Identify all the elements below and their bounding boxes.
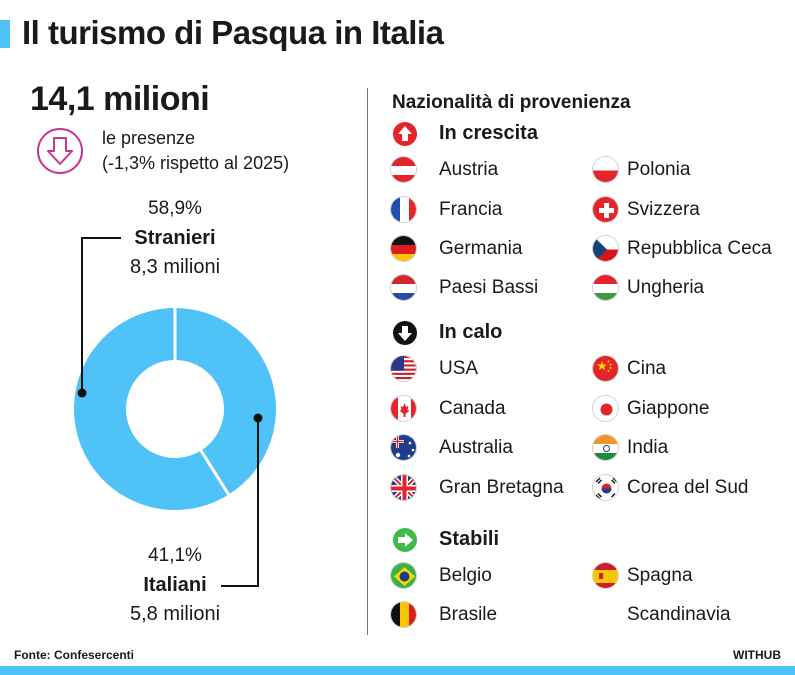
belgium-flag-icon xyxy=(390,562,417,589)
donut-slice-stranieri xyxy=(74,308,229,511)
poland-flag-icon xyxy=(592,156,619,183)
uk-flag-icon xyxy=(390,474,417,501)
country-india: India xyxy=(627,437,669,458)
country-spagna: Spagna xyxy=(627,565,693,586)
country-corea-del-sud: Corea del Sud xyxy=(627,477,749,498)
stranieri-label: Stranieri xyxy=(134,227,216,249)
austria-flag-icon xyxy=(390,156,417,183)
presenze-label: le presenze xyxy=(102,128,196,148)
nationalities-title: Nazionalità di provenienza xyxy=(392,92,631,113)
presenze-note: le presenze (-1,3% rispetto al 2025) xyxy=(102,126,289,176)
stranieri-percent: 58,9% xyxy=(148,198,202,219)
arrow-up-icon xyxy=(393,122,417,146)
country-gran-bretagna: Gran Bretagna xyxy=(439,477,564,498)
arrow-right-icon xyxy=(393,528,417,552)
brazil-flag-icon xyxy=(390,601,417,628)
stranieri-leader-dot xyxy=(77,388,87,398)
country-germania: Germania xyxy=(439,238,523,259)
country-paesi-bassi: Paesi Bassi xyxy=(439,277,539,298)
presenze-change: (-1,3% rispetto al 2025) xyxy=(102,153,290,173)
category-in-calo: In calo xyxy=(439,321,503,343)
category-stabili: Stabili xyxy=(439,528,500,550)
country-svizzera: Svizzera xyxy=(627,199,700,220)
country-francia: Francia xyxy=(439,199,503,220)
country-giappone: Giappone xyxy=(627,398,710,419)
page-title: Il turismo di Pasqua in Italia xyxy=(22,14,444,51)
column-divider xyxy=(367,88,368,635)
country-canada: Canada xyxy=(439,398,506,419)
czech-flag-icon xyxy=(592,235,619,262)
country-cina: Cina xyxy=(627,358,667,379)
japan-flag-icon xyxy=(592,395,619,422)
italiani-percent: 41,1% xyxy=(148,545,202,566)
italiani-amount: 5,8 milioni xyxy=(129,603,221,625)
india-flag-icon xyxy=(592,434,619,461)
country-belgio: Belgio xyxy=(439,565,492,586)
stranieri-amount: 8,3 milioni xyxy=(129,256,221,278)
italiani-leader-dot xyxy=(253,413,263,423)
country-repubblica-ceca: Repubblica Ceca xyxy=(627,238,772,259)
total-presenze: 14,1 milioni xyxy=(30,80,210,118)
spain-flag-icon xyxy=(592,562,619,589)
country-ungheria: Ungheria xyxy=(627,277,705,298)
stranieri-leader-line xyxy=(81,237,121,393)
australia-flag-icon xyxy=(390,434,417,461)
country-usa: USA xyxy=(439,358,479,379)
slice-separator xyxy=(199,448,231,497)
country-australia: Australia xyxy=(439,437,513,458)
category-in-crescita: In crescita xyxy=(439,122,538,144)
arrow-down-icon xyxy=(393,321,417,345)
title-accent-bar xyxy=(0,20,10,48)
italiani-leader-line xyxy=(221,418,259,587)
country-brasile: Brasile xyxy=(439,604,498,625)
germany-flag-icon xyxy=(390,235,417,262)
france-flag-icon xyxy=(390,196,417,223)
source-note: Fonte: Confesercenti xyxy=(14,648,135,662)
usa-flag-icon xyxy=(390,355,417,382)
bottom-accent-bar xyxy=(0,666,795,675)
donut-slice-italiani xyxy=(175,308,276,495)
canada-flag-icon xyxy=(390,395,417,422)
country-polonia: Polonia xyxy=(627,159,691,180)
hungary-flag-icon xyxy=(592,274,619,301)
switzerland-flag-icon xyxy=(592,196,619,223)
arrow-down-icon xyxy=(37,128,83,174)
country-scandinavia: Scandinavia xyxy=(627,604,731,625)
china-flag-icon xyxy=(592,355,619,382)
brand-logo: WITHUB xyxy=(733,648,781,662)
netherlands-flag-icon xyxy=(390,274,417,301)
country-austria: Austria xyxy=(439,159,499,180)
south-korea-flag-icon xyxy=(592,474,619,501)
italiani-label: Italiani xyxy=(143,574,207,596)
